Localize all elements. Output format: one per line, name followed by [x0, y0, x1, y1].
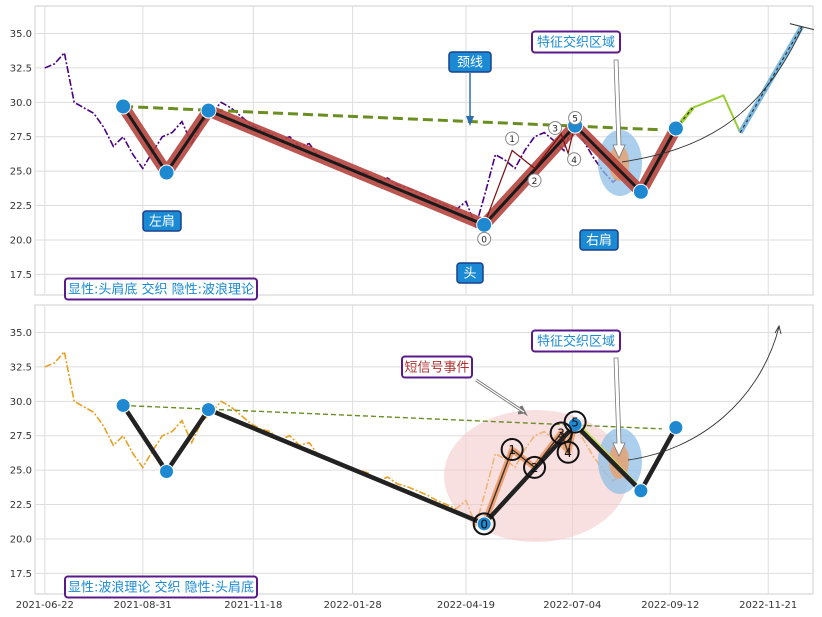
wave-marker-label: 3 [552, 124, 558, 134]
pattern-point [159, 464, 175, 480]
left-shoulder-label-box [142, 210, 182, 232]
y-tick-label: 17.5 [10, 270, 32, 281]
y-tick-label: 27.5 [10, 132, 32, 143]
wave-marker-label: 4 [571, 156, 577, 166]
wave-marker [568, 110, 583, 125]
right-shoulder-label: 右肩 [586, 233, 612, 249]
bottom-caption-box [64, 575, 258, 599]
top-panel: 17.5 20.0 22.5 25.0 27.5 30.0 32.5 35.0 0 1 2 3 4 5 左肩… [10, 5, 814, 301]
wave-marker [567, 152, 582, 167]
wave-marker-label: 5 [572, 114, 578, 124]
pattern-point [667, 120, 684, 137]
wave-line [483, 421, 576, 525]
plot-frame [34, 304, 814, 595]
wave-marker-label: 3 [557, 426, 565, 440]
wave-marker-label: 0 [481, 235, 487, 245]
wave-marker [472, 512, 496, 536]
x-tick-label: 2022-11-21 [739, 600, 797, 611]
wave-marker-label: 2 [532, 177, 538, 187]
y-tick-label: 35.0 [10, 29, 32, 40]
wave-marker-label: 1 [509, 135, 515, 145]
forecast-arrow [627, 326, 780, 461]
pattern-point [668, 419, 684, 435]
pattern-point [115, 98, 132, 115]
neckline-label-box [448, 51, 492, 73]
projection-target-dash [739, 26, 803, 133]
y-tick-label: 20.0 [10, 235, 32, 246]
wave-line [483, 122, 576, 226]
y-tick-label: 25.0 [10, 466, 32, 477]
wave-marker [563, 410, 587, 434]
pattern-point [632, 183, 649, 200]
wave-marker-label: 2 [531, 461, 539, 475]
y-tick-label: 35.0 [10, 328, 32, 339]
feature-area-label: 特征交织区域 [537, 334, 615, 350]
x-tick-label: 2021-06-22 [16, 600, 74, 611]
bottom-panel: 17.5 20.0 22.5 25.0 27.5 30.0 32.5 35.0 0 1 2 3 4 5 特征… [10, 304, 814, 611]
forecast-arrowhead [774, 324, 782, 335]
feature-arrow [612, 357, 626, 457]
wave-marker-label: 1 [508, 443, 516, 457]
pattern-point [201, 402, 217, 418]
top-caption: 显性:头肩底 交织 隐性:波浪理论 [68, 282, 254, 298]
pattern-point [633, 483, 649, 499]
x-tick-label: 2021-11-18 [224, 600, 282, 611]
feature-area-label-box [531, 329, 621, 353]
projection-start-dash [675, 107, 694, 129]
y-tick-label: 32.5 [10, 362, 32, 373]
projection-swing [692, 94, 742, 134]
head-label-box [456, 262, 484, 284]
short-signal-arrow-inner [475, 379, 525, 413]
x-tick-label: 2022-07-04 [543, 600, 601, 611]
wave-marker [556, 440, 580, 464]
pattern-point [200, 102, 217, 119]
head-label: 头 [463, 267, 476, 282]
y-tick-label: 27.5 [10, 431, 32, 442]
short-signal-area [444, 410, 628, 542]
pattern-point [476, 516, 492, 532]
x-tick-label: 2022-04-19 [437, 600, 495, 611]
feature-arrow [612, 59, 626, 159]
y-tick-label: 30.0 [10, 397, 32, 408]
neckline-label: 颈线 [457, 56, 483, 71]
neckline-arrowhead [466, 116, 474, 126]
wave-marker-label: 0 [480, 517, 488, 531]
y-tick-label: 30.0 [10, 98, 32, 109]
y-tick-label: 17.5 [10, 569, 32, 580]
wave-marker [527, 173, 542, 188]
pattern-point [476, 216, 493, 233]
pattern-point [158, 164, 175, 181]
projection-tip [789, 23, 814, 31]
left-shoulder-label: 左肩 [149, 214, 175, 230]
y-tick-label: 22.5 [10, 201, 32, 212]
y-tick-label: 22.5 [10, 500, 32, 511]
pattern-point [115, 397, 131, 413]
x-tick-label: 2021-08-31 [114, 600, 172, 611]
wave-marker [477, 231, 492, 246]
short-signal-label: 短信号事件 [404, 361, 469, 376]
x-tick-label: 2022-09-12 [641, 600, 699, 611]
wave-marker-label: 4 [564, 446, 572, 460]
plot-frame [34, 5, 814, 296]
y-tick-label: 20.0 [10, 534, 32, 545]
wave-marker [500, 438, 524, 461]
bottom-caption: 显性:波浪理论 交织 隐性:头肩底 [68, 580, 254, 596]
forecast-arrow [621, 28, 803, 163]
top-caption-box [64, 277, 258, 301]
x-tick-label: 2022-01-28 [324, 600, 382, 611]
short-signal-label-box [401, 355, 473, 379]
y-tick-label: 25.0 [10, 167, 32, 178]
wave-marker [505, 131, 520, 146]
right-shoulder-label-box [579, 229, 619, 251]
wave-marker-label: 5 [571, 415, 579, 429]
y-tick-label: 32.5 [10, 63, 32, 74]
wave-marker [548, 120, 563, 135]
feature-area-label-box [531, 30, 621, 54]
feature-area-label: 特征交织区域 [537, 35, 615, 51]
wave-marker [523, 455, 547, 479]
